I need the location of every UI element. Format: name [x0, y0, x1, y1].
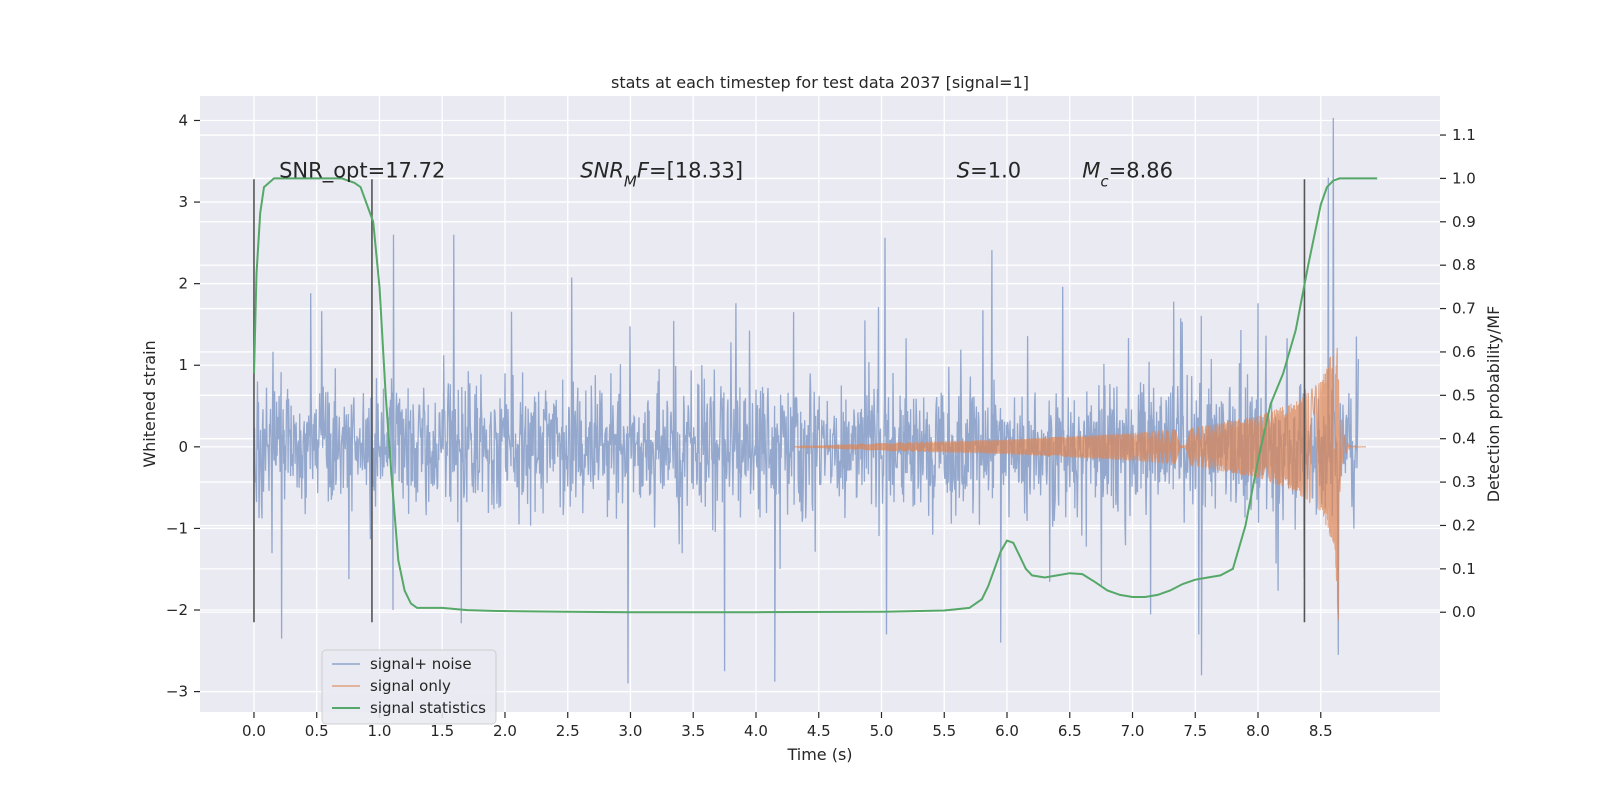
x-tick-label: 4.5 [807, 722, 831, 740]
stat-annotation: SNR_opt=17.72 [279, 159, 445, 184]
x-tick-label: 1.5 [430, 722, 454, 740]
y-tick-label-right: 0.6 [1452, 343, 1476, 361]
series-signal-plus-noise [253, 117, 1360, 684]
x-tick-label: 8.5 [1309, 722, 1333, 740]
legend: signal+ noise signal only signal statistic… [321, 649, 497, 725]
x-tick-label: 0.5 [305, 722, 329, 740]
series-signal-statistics [253, 177, 1378, 614]
series-signal-only [793, 347, 1366, 620]
x-tick-label: 5.5 [932, 722, 956, 740]
y-tick-label-left: −1 [166, 519, 188, 537]
x-tick-label: 7.0 [1121, 722, 1145, 740]
axes: 0.0 0.5 1.0 1.5 2.0 2.5 3.0 3.5 4.0 4.5 5.0 5.5 6.0 6… [166, 111, 1476, 740]
y-tick-label-right: 0.2 [1452, 516, 1476, 534]
x-axis-label: Time (s) [786, 745, 852, 764]
x-tick-label: 8.0 [1246, 722, 1270, 740]
legend-label: signal statistics [370, 699, 486, 717]
y-tick-label-right: 1.0 [1452, 169, 1476, 187]
y-tick-label-left: 1 [178, 356, 188, 374]
legend-label: signal only [370, 677, 451, 695]
y-tick-label-right: 0.9 [1452, 213, 1476, 231]
x-tick-label: 6.5 [1058, 722, 1082, 740]
y-tick-label-left: −3 [166, 683, 188, 701]
x-tick-label: 1.0 [368, 722, 392, 740]
annotations: SNR_opt=17.72 SNRMF=[18.33] S=1.0 Mc=8.86 [279, 159, 1173, 191]
stat-annotation: Mc=8.86 [1082, 159, 1173, 191]
x-tick-label: 2.5 [556, 722, 580, 740]
x-tick-label: 2.0 [493, 722, 517, 740]
legend-label: signal+ noise [370, 655, 472, 673]
y-tick-label-right: 0.4 [1452, 430, 1476, 448]
chart-title: stats at each timestep for test data 203… [611, 73, 1029, 92]
y-tick-label-right: 1.1 [1452, 126, 1476, 144]
stat-annotation: S=1.0 [957, 159, 1021, 183]
y-tick-label-right: 0.1 [1452, 560, 1476, 578]
x-tick-label: 7.5 [1183, 722, 1207, 740]
x-tick-label: 3.5 [681, 722, 705, 740]
x-tick-label: 6.0 [995, 722, 1019, 740]
legend-box [321, 649, 497, 725]
stat-annotation: SNRMF=[18.33] [580, 159, 743, 191]
y-tick-label-left: 2 [178, 275, 188, 293]
plot-contents [253, 117, 1378, 684]
x-tick-label: 5.0 [870, 722, 894, 740]
x-tick-label: 4.0 [744, 722, 768, 740]
x-tick-label: 0.0 [242, 722, 266, 740]
y-axis-label-left: Whitened strain [140, 340, 159, 467]
y-tick-label-left: −2 [166, 601, 188, 619]
y-tick-label-right: 0.7 [1452, 300, 1476, 318]
y-tick-label-left: 4 [178, 111, 188, 129]
plot-area [200, 96, 1440, 712]
y-tick-label-right: 0.5 [1452, 386, 1476, 404]
y-tick-label-left: 3 [178, 193, 188, 211]
y-tick-label-right: 0.0 [1452, 603, 1476, 621]
x-tick-label: 3.0 [619, 722, 643, 740]
y-tick-label-right: 0.8 [1452, 256, 1476, 274]
y-tick-label-right: 0.3 [1452, 473, 1476, 491]
y-tick-label-left: 0 [178, 438, 188, 456]
y-axis-label-right: Detection probability/MF [1484, 306, 1503, 503]
